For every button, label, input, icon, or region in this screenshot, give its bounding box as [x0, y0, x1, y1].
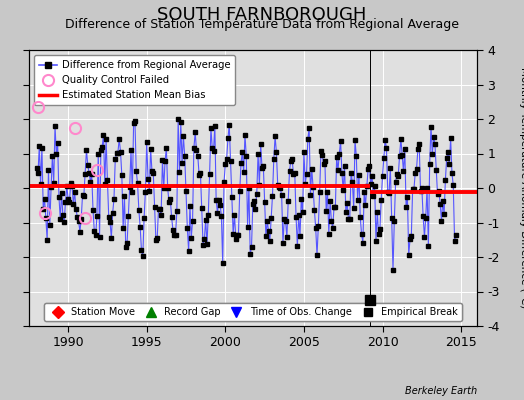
Y-axis label: Monthly Temperature Anomaly Difference (°C): Monthly Temperature Anomaly Difference (…: [519, 67, 524, 309]
Text: Berkeley Earth: Berkeley Earth: [405, 386, 477, 396]
Text: Difference of Station Temperature Data from Regional Average: Difference of Station Temperature Data f…: [65, 18, 459, 31]
Legend: Station Move, Record Gap, Time of Obs. Change, Empirical Break: Station Move, Record Gap, Time of Obs. C…: [44, 303, 462, 321]
Text: SOUTH FARNBOROUGH: SOUTH FARNBOROUGH: [157, 6, 367, 24]
